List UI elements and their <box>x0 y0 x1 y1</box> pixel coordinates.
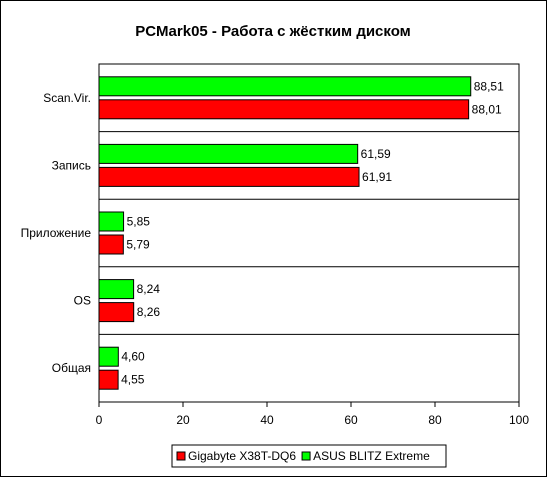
bar <box>98 346 119 367</box>
bar <box>98 302 135 323</box>
data-label: 4,60 <box>121 350 145 364</box>
category-label: OS <box>74 294 91 308</box>
data-label: 61,59 <box>361 147 391 161</box>
plot-area: 88,51 88,01 61,59 61,91 5,85 5,79 8,24 8,26 4,60… <box>98 63 520 403</box>
legend: Gigabyte X38T-DQ6 ASUS BLITZ Extreme <box>171 444 447 468</box>
legend-swatch <box>301 451 311 461</box>
data-label: 8,26 <box>137 305 161 319</box>
legend-items: Gigabyte X38T-DQ6 ASUS BLITZ Extreme <box>176 449 430 463</box>
plot-border <box>98 63 520 403</box>
x-tick-label: 80 <box>428 413 442 427</box>
x-axis: 0 20 40 60 80 100 <box>96 402 529 427</box>
x-tick-label: 40 <box>260 413 274 427</box>
chart-title: PCMark05 - Работа с жёстким диском <box>135 23 411 40</box>
data-label: 5,79 <box>126 238 150 252</box>
category-labels-group: Scan.Vir. Запись Приложение OS Общая <box>21 91 92 375</box>
data-label: 88,01 <box>472 102 502 116</box>
x-tick-label: 100 <box>509 413 529 427</box>
bar <box>98 76 472 97</box>
legend-label: ASUS BLITZ Extreme <box>313 449 430 463</box>
category-label: Приложение <box>21 226 92 240</box>
bars-group <box>98 76 472 390</box>
value-labels-group: 88,51 88,01 61,59 61,91 5,85 5,79 8,24 8,26 4,60… <box>121 79 504 386</box>
legend-swatch <box>176 451 186 461</box>
bar <box>98 143 359 164</box>
category-label: Общая <box>52 361 91 375</box>
legend-label: Gigabyte X38T-DQ6 <box>188 449 296 463</box>
bar <box>98 99 470 120</box>
data-label: 4,55 <box>121 373 145 387</box>
bar <box>98 279 135 300</box>
x-tick-label: 20 <box>176 413 190 427</box>
bar <box>98 211 125 232</box>
x-tick-label: 60 <box>344 413 358 427</box>
x-tick-label: 0 <box>96 413 103 427</box>
bar <box>98 369 119 390</box>
bar <box>98 166 360 187</box>
data-label: 5,85 <box>127 215 151 229</box>
data-label: 61,91 <box>362 170 392 184</box>
data-label: 88,51 <box>474 79 504 93</box>
category-label: Запись <box>52 158 91 172</box>
category-separators <box>99 131 519 335</box>
data-label: 8,24 <box>137 282 161 296</box>
bar <box>98 234 124 255</box>
category-label: Scan.Vir. <box>43 91 91 105</box>
